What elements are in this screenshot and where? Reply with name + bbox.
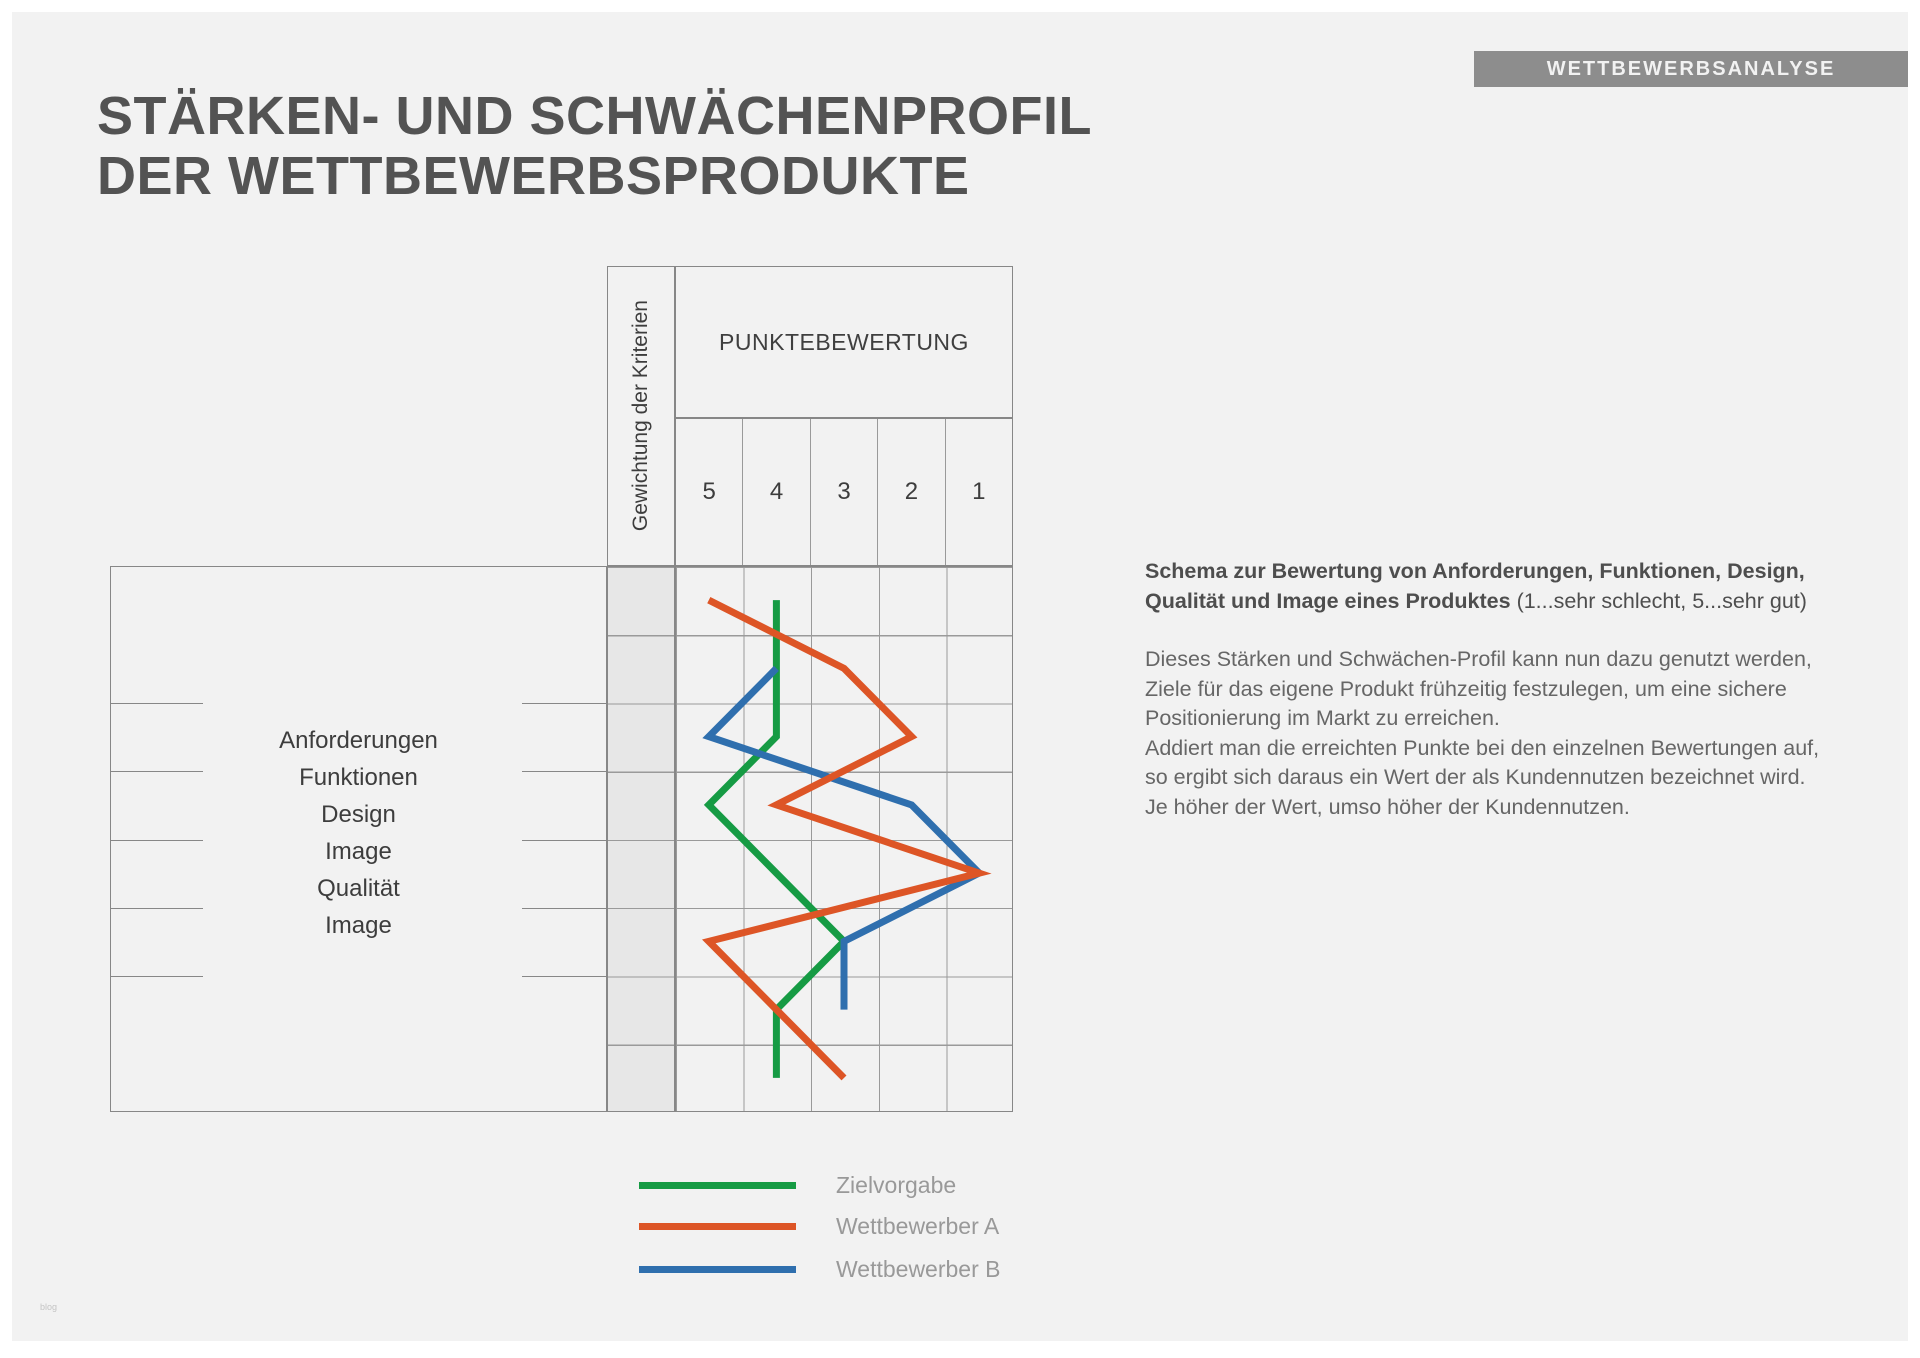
weight-column-body (607, 566, 675, 1112)
criteria-label: Funktionen (299, 764, 418, 791)
weight-column-header: Gewichtung der Kriterien (607, 266, 675, 566)
description-body-line: Dieses Stärken und Schwächen-Profil kann… (1145, 647, 1812, 671)
description-heading-line2: Qualität und Image eines Produktes (1...… (1145, 589, 1807, 613)
description-body-line: Positionierung im Markt zu erreichen. (1145, 706, 1500, 730)
criteria-label: Image (325, 912, 392, 939)
score-scale-cell: 5 (702, 478, 716, 505)
description-heading-line1: Schema zur Bewertung von Anforderungen, … (1145, 559, 1805, 583)
description-body-line: Je höher der Wert, umso höher der Kunden… (1145, 794, 1630, 819)
weight-column-header-label: Gewichtung der Kriterien (629, 300, 652, 532)
legend-item-wettbewerber-a: Wettbewerber A (639, 1211, 999, 1241)
legend-swatch (639, 1222, 796, 1230)
legend-label: Wettbewerber B (836, 1255, 1001, 1282)
criteria-box (110, 566, 607, 1112)
row-tick (111, 771, 203, 773)
description-body: Dieses Stärken und Schwächen-Profil kann… (1145, 645, 1915, 822)
row-tick (111, 703, 203, 704)
row-tick (522, 771, 606, 773)
legend-swatch (639, 1265, 796, 1273)
category-badge: WETTBEWERBSANALYSE (1474, 51, 1908, 87)
page-title-line1: STÄRKEN- UND SCHWÄCHENPROFIL (97, 86, 1092, 146)
score-scale-cell: 4 (742, 419, 809, 565)
criteria-labels: Anforderungen Funktionen Design Image Qu… (110, 722, 607, 944)
legend-label: Zielvorgabe (836, 1171, 957, 1198)
row-tick (522, 907, 606, 909)
row-tick (111, 907, 203, 909)
description-body-line: so ergibt sich daraus ein Wert der als K… (1145, 765, 1806, 789)
row-tick (522, 976, 606, 977)
legend-label: Wettbewerber A (836, 1212, 1000, 1239)
score-scale-cell: 2 (877, 419, 944, 565)
score-scale-cell: 1 (944, 419, 1012, 565)
legend-item-zielvorgabe: Zielvorgabe (639, 1170, 956, 1200)
score-scale-cell: 3 (809, 419, 877, 565)
score-scale-row: 5 4 3 2 1 (675, 418, 1013, 566)
row-tick (522, 839, 606, 841)
description-block: Schema zur Bewertung von Anforderungen, … (1145, 556, 1915, 822)
criteria-label: Image (325, 838, 392, 865)
row-tick (522, 703, 606, 704)
page-title-line2: DER WETTBEWERBSPRODUKTE (97, 146, 970, 206)
row-tick (111, 839, 203, 841)
criteria-label: Design (321, 801, 396, 828)
description-body-line: Addiert man die erreichten Punkte bei de… (1145, 735, 1820, 760)
watermark: blog (40, 1302, 58, 1312)
legend-swatch (639, 1181, 796, 1189)
description-body-line: Ziele für das eigene Produkt frühzeitig … (1145, 676, 1787, 701)
criteria-label: Qualität (317, 875, 400, 902)
criteria-label: Anforderungen (279, 727, 438, 754)
score-grid (675, 566, 1013, 1112)
description-heading: Schema zur Bewertung von Anforderungen, … (1145, 556, 1915, 616)
legend-item-wettbewerber-b: Wettbewerber B (639, 1254, 1000, 1284)
row-tick (111, 976, 203, 977)
page-title: STÄRKEN- UND SCHWÄCHENPROFIL DER WETTBEW… (97, 86, 1092, 206)
score-header: PUNKTEBEWERTUNG (675, 266, 1013, 418)
